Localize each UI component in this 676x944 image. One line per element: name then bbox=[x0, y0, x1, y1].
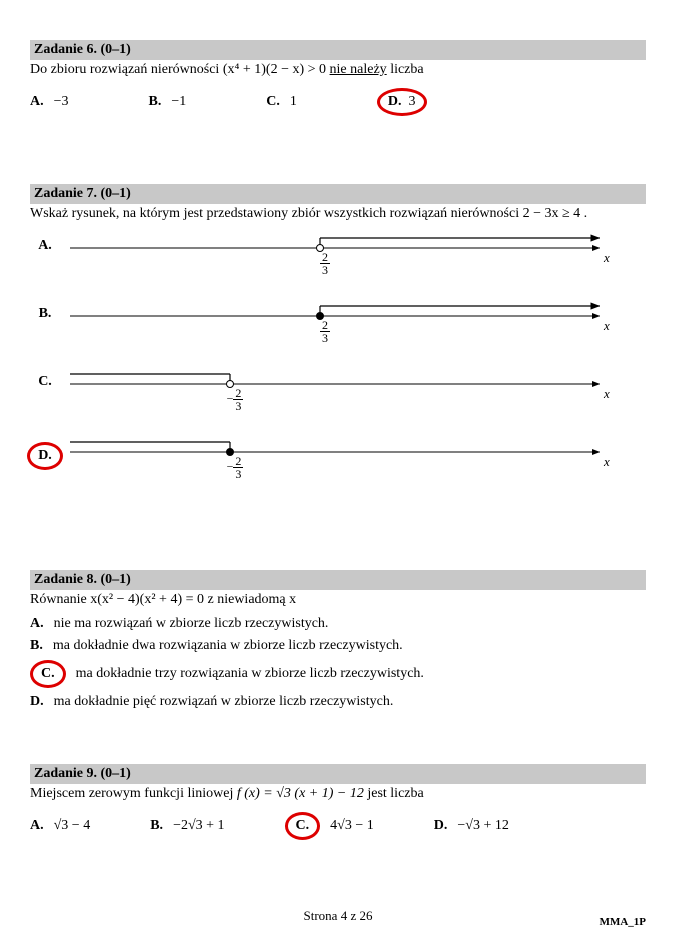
opt-letter: D. bbox=[388, 94, 402, 110]
task6-opt-D: D. 3 bbox=[377, 88, 427, 116]
task7-header: Zadanie 7. (0–1) bbox=[30, 184, 646, 204]
task7-body: Wskaż rysunek, na którym jest przedstawi… bbox=[30, 204, 646, 510]
opt-value: 1 bbox=[290, 94, 297, 110]
svg-text:x: x bbox=[603, 250, 610, 265]
opt-text: nie ma rozwiązań w zbiorze liczb rzeczyw… bbox=[54, 616, 329, 632]
task6-math: (x⁴ + 1)(2 − x) > 0 bbox=[223, 62, 326, 77]
task8-options: A. nie ma rozwiązań w zbiorze liczb rzec… bbox=[30, 616, 646, 710]
svg-text:x: x bbox=[603, 454, 610, 469]
numberline-letter: A. bbox=[30, 230, 60, 254]
numberline-svg: −23x bbox=[60, 366, 620, 416]
numberline-row: C.−23x bbox=[30, 366, 646, 416]
numberline-svg: −23x bbox=[60, 434, 620, 484]
opt-letter: D. bbox=[30, 694, 44, 710]
page-code: MMA_1P bbox=[600, 916, 646, 928]
opt-letter: A. bbox=[30, 616, 44, 632]
numberline-row: D.−23x bbox=[30, 434, 646, 484]
task9-options: A. √3 − 4 B. −2√3 + 1 C. 4√3 − 1 D. −√3 … bbox=[30, 812, 646, 840]
task9-opt-D: D. −√3 + 12 bbox=[434, 812, 509, 840]
opt-text: ma dokładnie trzy rozwiązania w zbiorze … bbox=[76, 666, 424, 682]
task9-math: f (x) = √3 (x + 1) − 12 bbox=[237, 786, 364, 801]
task8-opt-C: C. ma dokładnie trzy rozwiązania w zbior… bbox=[30, 660, 646, 688]
opt-value: −√3 + 12 bbox=[457, 818, 508, 834]
opt-value: −3 bbox=[54, 94, 69, 110]
numberline-letter: B. bbox=[30, 298, 60, 322]
task6-header: Zadanie 6. (0–1) bbox=[30, 40, 646, 60]
task6-opt-B: B. −1 bbox=[149, 88, 187, 116]
task6-opt-C: C. 1 bbox=[266, 88, 297, 116]
task8-math: x(x² − 4)(x² + 4) = 0 bbox=[90, 592, 204, 607]
task7-prompt: Wskaż rysunek, na którym jest przedstawi… bbox=[30, 206, 646, 222]
numberline-row: B.23x bbox=[30, 298, 646, 348]
task8-opt-D: D. ma dokładnie pięć rozwiązań w zbiorze… bbox=[30, 694, 646, 710]
circle-marker: C. bbox=[285, 812, 321, 840]
opt-text: ma dokładnie dwa rozwiązania w zbiorze l… bbox=[53, 638, 403, 654]
opt-letter: B. bbox=[150, 818, 163, 834]
circle-marker: C. bbox=[30, 660, 66, 688]
task6-body: Do zbioru rozwiązań nierówności (x⁴ + 1)… bbox=[30, 60, 646, 124]
task6-options: A. −3 B. −1 C. 1 D. 3 bbox=[30, 88, 646, 116]
task6-prompt-post: nie należy bbox=[330, 62, 387, 77]
numberline-letter: D. bbox=[30, 434, 60, 470]
task9-prompt-post: jest liczba bbox=[367, 786, 423, 801]
task6-prompt-tail: liczba bbox=[390, 62, 423, 77]
opt-letter: D. bbox=[434, 818, 448, 834]
task6-prompt-pre: Do zbioru rozwiązań nierówności bbox=[30, 62, 223, 77]
task8-opt-B: B. ma dokładnie dwa rozwiązania w zbiorz… bbox=[30, 638, 646, 654]
task7-lines: A.23xB.23xC.−23xD.−23x bbox=[30, 230, 646, 484]
opt-text: ma dokładnie pięć rozwiązań w zbiorze li… bbox=[54, 694, 394, 710]
task8-body: Równanie x(x² − 4)(x² + 4) = 0 z niewiad… bbox=[30, 590, 646, 724]
opt-value: 4√3 − 1 bbox=[330, 818, 374, 834]
page-footer: Strona 4 z 26 MMA_1P bbox=[30, 908, 646, 924]
task8-prompt-post: z niewiadomą x bbox=[208, 592, 297, 607]
opt-letter: C. bbox=[266, 94, 280, 110]
opt-letter: B. bbox=[149, 94, 162, 110]
task9-header: Zadanie 9. (0–1) bbox=[30, 764, 646, 784]
task8-header: Zadanie 8. (0–1) bbox=[30, 570, 646, 590]
task6-opt-A: A. −3 bbox=[30, 88, 69, 116]
task9-body: Miejscem zerowym funkcji liniowej f (x) … bbox=[30, 784, 646, 848]
circle-marker: D. 3 bbox=[377, 88, 427, 116]
opt-value: −2√3 + 1 bbox=[173, 818, 224, 834]
task8-prompt-pre: Równanie bbox=[30, 592, 90, 607]
svg-text:x: x bbox=[603, 386, 610, 401]
task9-prompt-pre: Miejscem zerowym funkcji liniowej bbox=[30, 786, 237, 801]
opt-letter: A. bbox=[30, 94, 44, 110]
numberline-svg: 23x bbox=[60, 230, 620, 280]
circle-marker: D. bbox=[27, 442, 63, 470]
task8-opt-A: A. nie ma rozwiązań w zbiorze liczb rzec… bbox=[30, 616, 646, 632]
opt-value: 3 bbox=[409, 94, 416, 110]
task9-opt-A: A. √3 − 4 bbox=[30, 812, 90, 840]
task9-opt-C: C. 4√3 − 1 bbox=[285, 812, 374, 840]
numberline-letter: C. bbox=[30, 366, 60, 390]
opt-value: −1 bbox=[171, 94, 186, 110]
page-number: Strona 4 z 26 bbox=[304, 908, 373, 923]
opt-letter: B. bbox=[30, 638, 43, 654]
opt-value: √3 − 4 bbox=[54, 818, 91, 834]
opt-letter: A. bbox=[30, 818, 44, 834]
numberline-svg: 23x bbox=[60, 298, 620, 348]
numberline-row: A.23x bbox=[30, 230, 646, 280]
svg-text:x: x bbox=[603, 318, 610, 333]
task9-opt-B: B. −2√3 + 1 bbox=[150, 812, 224, 840]
